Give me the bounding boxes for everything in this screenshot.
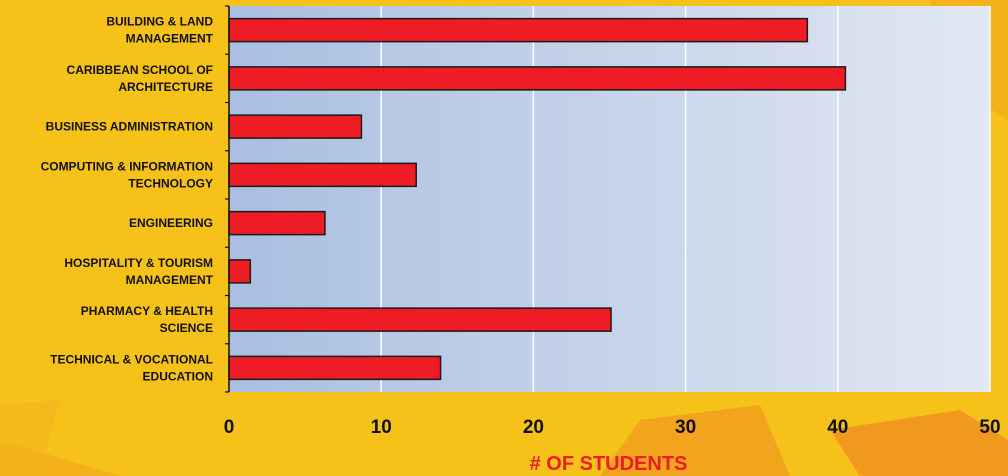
category-label: TECHNICAL & VOCATIONAL [50,352,213,366]
category-label: ARCHITECTURE [118,80,213,94]
bars [228,17,847,381]
bar [228,162,417,188]
category-label: TECHNOLOGY [128,176,213,190]
x-tick-labels: 0 10 20 30 40 50 [224,417,1001,438]
bar [228,210,326,236]
x-axis-title: # OF STUDENTS [530,453,688,475]
category-label: HOSPITALITY & TOURISM [64,256,213,270]
x-tick-label: 40 [827,417,848,438]
x-tick-label: 0 [224,417,235,438]
category-label: EDUCATION [143,369,213,383]
plot-area [229,6,990,392]
bar [228,355,442,381]
category-labels: BUILDING & LAND MANAGEMENT CARIBBEAN SCHOO… [41,15,214,384]
category-label: SCIENCE [160,321,213,335]
x-tick-label: 10 [371,417,392,438]
x-tick-label: 50 [979,417,1000,438]
category-label: ENGINEERING [129,216,213,230]
bar [228,259,252,284]
bar [228,66,847,91]
category-label: COMPUTING & INFORMATION [41,159,213,173]
bar [228,17,809,43]
category-label: CARIBBEAN SCHOOL OF [67,63,213,77]
category-label: MANAGEMENT [126,32,214,46]
y-axis-ticks [225,5,229,393]
category-label: BUSINESS ADMINISTRATION [46,120,213,134]
category-label: BUILDING & LAND [106,15,213,29]
x-tick-label: 30 [675,417,696,438]
category-label: PHARMACY & HEALTH [81,304,213,318]
x-tick-label: 20 [523,417,544,438]
bar [228,307,612,332]
category-label: MANAGEMENT [126,273,214,287]
bar [228,114,363,139]
